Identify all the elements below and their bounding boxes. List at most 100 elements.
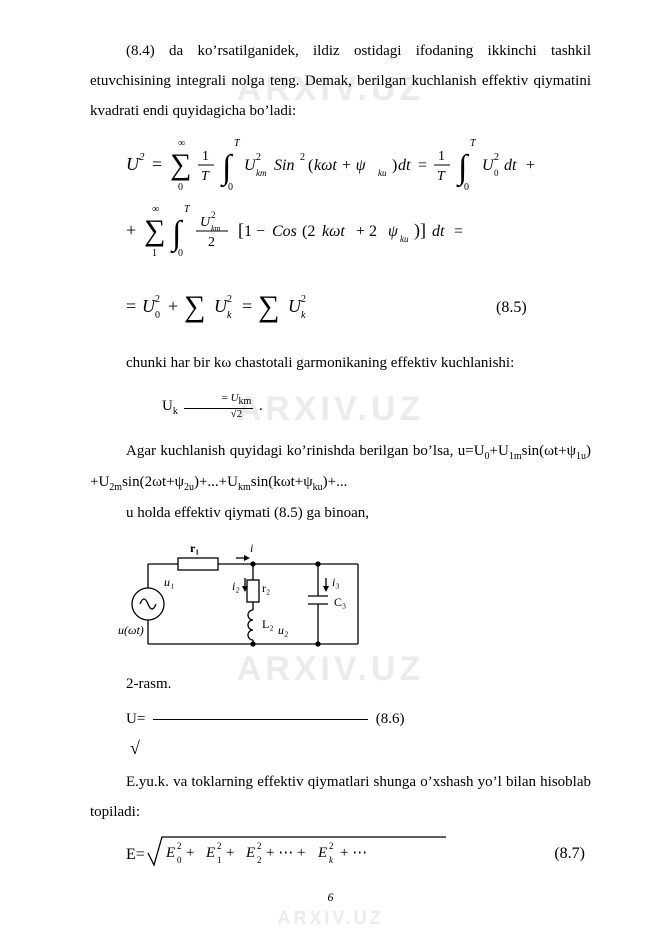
svg-text:∑: ∑ <box>184 290 205 323</box>
svg-text:=: = <box>152 154 162 174</box>
svg-text:∑: ∑ <box>170 148 191 181</box>
svg-text:0: 0 <box>155 310 160 321</box>
svg-text:kωt + ψ: kωt + ψ <box>314 157 367 174</box>
svg-text:2: 2 <box>301 294 306 305</box>
svg-text:0: 0 <box>178 182 183 193</box>
agar-s1m: 1m <box>509 451 522 462</box>
svg-text:km: km <box>256 168 267 178</box>
figure-caption: 2-rasm. <box>90 676 591 693</box>
agar-t1: Agar kuchlanish quyidagi ko’rinishda ber… <box>126 443 485 459</box>
eq-8-7-number: (8.7) <box>554 845 585 863</box>
svg-text:2: 2 <box>208 235 215 250</box>
svg-text:U: U <box>200 215 211 230</box>
svg-text:Cos: Cos <box>272 223 297 240</box>
svg-text:)]: )] <box>414 220 426 241</box>
svg-text:0: 0 <box>494 168 499 178</box>
svg-text:T: T <box>470 138 477 149</box>
svg-text:∞: ∞ <box>152 204 159 215</box>
label-r1: r₁ <box>190 541 199 555</box>
svg-text:2: 2 <box>329 841 334 851</box>
circuit-svg: r₁ i u₁ u(ωt) r₂ L₂ i₂ u₂ i₃ C₃ <box>118 534 388 669</box>
agar-t2: +U <box>490 443 509 459</box>
label-u1: u₁ <box>164 575 174 589</box>
svg-text:2: 2 <box>177 841 182 851</box>
agar-s2m: 2m <box>109 482 122 493</box>
svg-text:k: k <box>329 855 334 865</box>
svg-text:E: E <box>205 845 215 861</box>
svg-text:1: 1 <box>438 149 445 164</box>
agar-s1u: 1u <box>576 451 586 462</box>
svg-text:k: k <box>227 310 232 321</box>
svg-text:2: 2 <box>257 855 262 865</box>
svg-text:∑: ∑ <box>144 214 165 247</box>
svg-text:Sin: Sin <box>274 157 294 174</box>
svg-text:0: 0 <box>464 182 469 193</box>
svg-text:T: T <box>437 169 446 184</box>
agar-sku: ku <box>313 482 323 493</box>
svg-text:0: 0 <box>228 182 233 193</box>
svg-text:∑: ∑ <box>258 290 279 323</box>
svg-text:T: T <box>234 138 241 149</box>
watermark-footer: ARXIV.UZ <box>277 908 383 929</box>
svg-text:ku: ku <box>378 168 387 178</box>
svg-text:U: U <box>214 296 228 316</box>
page-number: 6 <box>328 890 334 905</box>
svg-text:2: 2 <box>227 294 232 305</box>
uk-eq: = <box>222 392 228 404</box>
svg-text:kωt: kωt <box>322 223 345 240</box>
uk-fraction: = Ukm √2 <box>184 393 254 419</box>
label-i2: i₂ <box>232 579 240 593</box>
svg-text:+: + <box>526 157 535 174</box>
equation-8-5-block: U 2 = ∑ ∞ 0 1 T ∫ T 0 U km 2 Sin 2 <box>126 132 591 342</box>
label-i: i <box>250 541 253 555</box>
circuit-diagram: r₁ i u₁ u(ωt) r₂ L₂ i₂ u₂ i₃ C₃ <box>118 534 388 674</box>
eyuk-paragraph: E.yu.k. va toklarning effektiv qiymatlar… <box>90 767 591 827</box>
svg-text:U: U <box>126 154 140 174</box>
agar-s2u: 2u <box>184 482 194 493</box>
agar-t5: sin(2ωt+ψ <box>122 474 184 490</box>
svg-text:1 −: 1 − <box>244 223 265 240</box>
svg-text:+ ⋯: + ⋯ <box>340 845 367 861</box>
svg-text:T: T <box>184 204 191 215</box>
u-lhs: U= <box>126 711 145 727</box>
svg-text:+: + <box>226 845 234 861</box>
uk-sub: k <box>173 406 178 417</box>
svg-text:T: T <box>201 169 210 184</box>
svg-text:=: = <box>126 296 136 316</box>
agar-paragraph: Agar kuchlanish quyidagi ko’rinishda ber… <box>90 436 591 498</box>
svg-text:+ 2: + 2 <box>356 223 377 240</box>
uk-num-sub: km <box>239 397 252 408</box>
page: ARXIV.UZ ARXIV.UZ ARXIV.UZ ARXIV.UZ (8.4… <box>0 0 661 935</box>
svg-text:): ) <box>392 157 397 174</box>
equation-8-7: E= E 0 2 + E 1 2 + E 2 2 + ⋯ + E <box>126 831 591 876</box>
svg-text:E: E <box>165 845 175 861</box>
uk-num-u: U <box>231 392 239 404</box>
svg-text:dt: dt <box>432 223 445 240</box>
sqrt-symbol: √ <box>94 738 140 759</box>
agar-skm: km <box>238 482 251 493</box>
eq-8-5-number: (8.5) <box>496 299 527 316</box>
svg-text:2: 2 <box>300 152 305 163</box>
svg-text:2: 2 <box>256 152 261 163</box>
svg-text:1: 1 <box>152 248 157 259</box>
svg-text:0: 0 <box>177 855 182 865</box>
svg-text:ku: ku <box>400 234 409 244</box>
agar-t6: )+...+U <box>194 474 238 490</box>
equation-8-6: U= (8.6) √ <box>90 711 591 749</box>
agar-t3: sin(ωt+ψ <box>522 443 576 459</box>
svg-text:dt: dt <box>398 157 411 174</box>
svg-text:2: 2 <box>211 210 216 220</box>
label-usrc: u(ωt) <box>118 623 144 637</box>
svg-text:k: k <box>301 310 306 321</box>
svg-text:+: + <box>168 296 178 316</box>
svg-text:2: 2 <box>139 151 145 163</box>
svg-text:E: E <box>317 845 327 861</box>
label-c3: C₃ <box>334 595 346 609</box>
svg-text:=: = <box>454 223 463 240</box>
uk-equation: Uk = Ukm √2 . <box>126 393 591 421</box>
svg-text:U: U <box>142 296 156 316</box>
svg-text:ψ: ψ <box>388 223 399 240</box>
label-r2: r₂ <box>262 581 270 595</box>
e-lhs: E= <box>126 846 145 863</box>
agar-t8: )+... <box>323 474 348 490</box>
